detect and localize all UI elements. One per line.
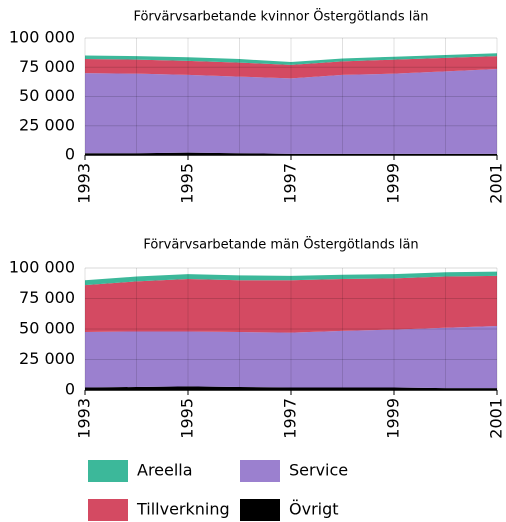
x-tick-label: 1993 (75, 398, 94, 439)
area (85, 56, 497, 79)
x-tick-label: 1993 (75, 163, 94, 204)
area (85, 275, 497, 333)
x-tick-label: 1997 (281, 398, 300, 439)
x-tick-label: 1999 (384, 398, 403, 439)
y-tick-label: 25 000 (19, 349, 75, 368)
legend-label: Tillverkning (136, 500, 230, 519)
legend-swatch (240, 499, 280, 521)
y-tick-label: 75 000 (19, 57, 75, 76)
y-tick-label: 0 (65, 145, 75, 164)
y-tick-label: 50 000 (19, 86, 75, 105)
y-tick-label: 75 000 (19, 288, 75, 307)
y-tick-label: 25 000 (19, 115, 75, 134)
y-tick-label: 100 000 (9, 28, 75, 47)
y-tick-label: 100 000 (9, 258, 75, 277)
chart-title: Förvärvsarbetande kvinnor Östergötlands … (133, 8, 428, 25)
area (85, 325, 497, 389)
x-tick-label: 1995 (178, 398, 197, 439)
legend-swatch (88, 460, 128, 482)
y-tick-label: 50 000 (19, 319, 75, 338)
legend-label: Övrigt (289, 500, 339, 519)
area (85, 69, 497, 154)
legend-swatch (240, 460, 280, 482)
legend-swatch (88, 499, 128, 521)
area (85, 271, 497, 286)
x-tick-label: 1997 (281, 163, 300, 204)
x-tick-label: 1995 (178, 163, 197, 204)
area (85, 53, 497, 65)
area (85, 386, 497, 390)
chart-title: Förvärvsarbetande män Östergötlands län (143, 236, 418, 253)
legend-label: Areella (137, 461, 193, 480)
x-tick-label: 2001 (487, 398, 506, 439)
x-tick-label: 2001 (487, 163, 506, 204)
x-tick-label: 1999 (384, 163, 403, 204)
legend-label: Service (289, 461, 348, 480)
y-tick-label: 0 (65, 380, 75, 399)
